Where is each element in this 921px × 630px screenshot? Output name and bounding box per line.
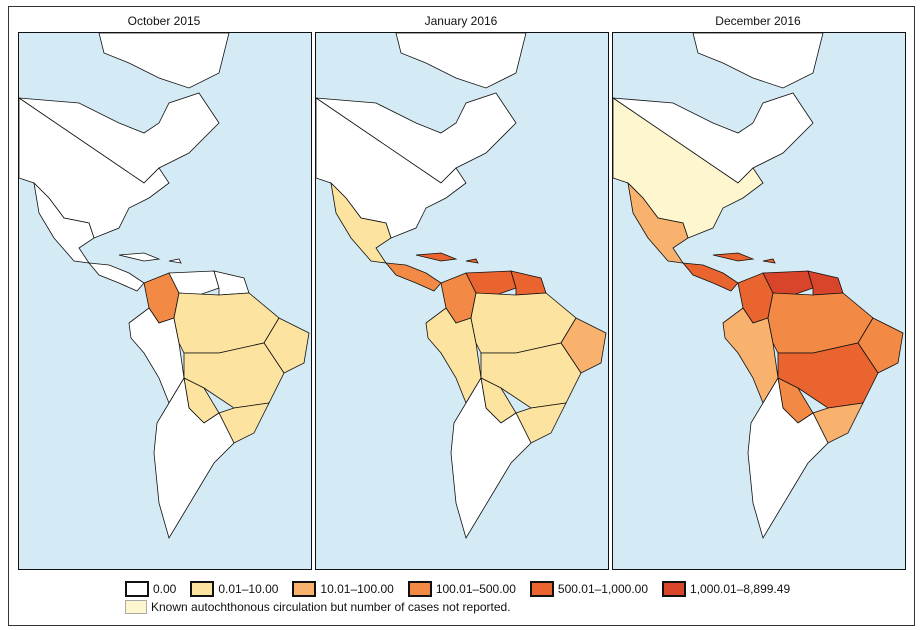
panel-title-3: December 2016 (715, 14, 801, 28)
map-panel-oct-2015 (18, 32, 312, 570)
map-panel-jan-2016 (315, 32, 609, 570)
legend-item-0: 0.00 (125, 581, 176, 597)
region-southern-cone (747, 376, 829, 539)
map-svg (613, 33, 904, 539)
region-guianas (807, 270, 844, 296)
region-mexico (330, 181, 392, 264)
region-canada-arctic (692, 33, 824, 89)
region-canada-arctic (395, 33, 527, 89)
region-central-america (88, 262, 145, 292)
legend-item-5: 1,000.01–8,899.49 (662, 581, 790, 597)
region-brazil-south (218, 402, 270, 444)
region-caribbean (415, 252, 458, 262)
region-guianas (213, 270, 250, 296)
legend-swatch (125, 581, 149, 597)
region-central-america (385, 262, 442, 292)
legend-swatch (407, 581, 432, 597)
region-brazil-south (515, 402, 567, 444)
panel-title-1: October 2015 (127, 14, 201, 28)
legend-item-2: 10.01–100.00 (292, 581, 394, 597)
legend-swatch (529, 581, 554, 597)
legend-item-4: 500.01–1,000.00 (529, 581, 648, 597)
region-canada-arctic (98, 33, 230, 89)
legend: 0.00 0.01–10.00 10.01–100.00 100.01–500.… (125, 580, 804, 616)
region-guianas (510, 270, 547, 296)
region-southern-cone (450, 376, 532, 539)
map-svg (316, 33, 607, 539)
region-central-america (682, 262, 739, 292)
region-caribbean (712, 252, 755, 262)
region-caribbean (168, 258, 182, 264)
panel-title-2: January 2016 (424, 14, 498, 28)
legend-swatch (292, 581, 317, 597)
region-mexico (33, 181, 95, 264)
region-caribbean (465, 258, 479, 264)
figure-frame (8, 6, 915, 626)
map-panel-dec-2016 (612, 32, 906, 570)
region-caribbean (762, 258, 776, 264)
region-venezuela (762, 270, 814, 296)
map-svg (19, 33, 310, 539)
legend-item-1: 0.01–10.00 (190, 581, 278, 597)
region-brazil-south (812, 402, 864, 444)
region-venezuela (465, 270, 517, 296)
legend-item-known: Known autochthonous circulation but numb… (125, 600, 511, 614)
legend-swatch (190, 581, 215, 597)
region-mexico (627, 181, 689, 264)
legend-item-3: 100.01–500.00 (407, 581, 516, 597)
legend-swatch (125, 600, 147, 614)
region-caribbean (118, 252, 161, 262)
region-southern-cone (153, 376, 235, 539)
legend-swatch (662, 581, 687, 597)
region-venezuela (168, 270, 220, 296)
